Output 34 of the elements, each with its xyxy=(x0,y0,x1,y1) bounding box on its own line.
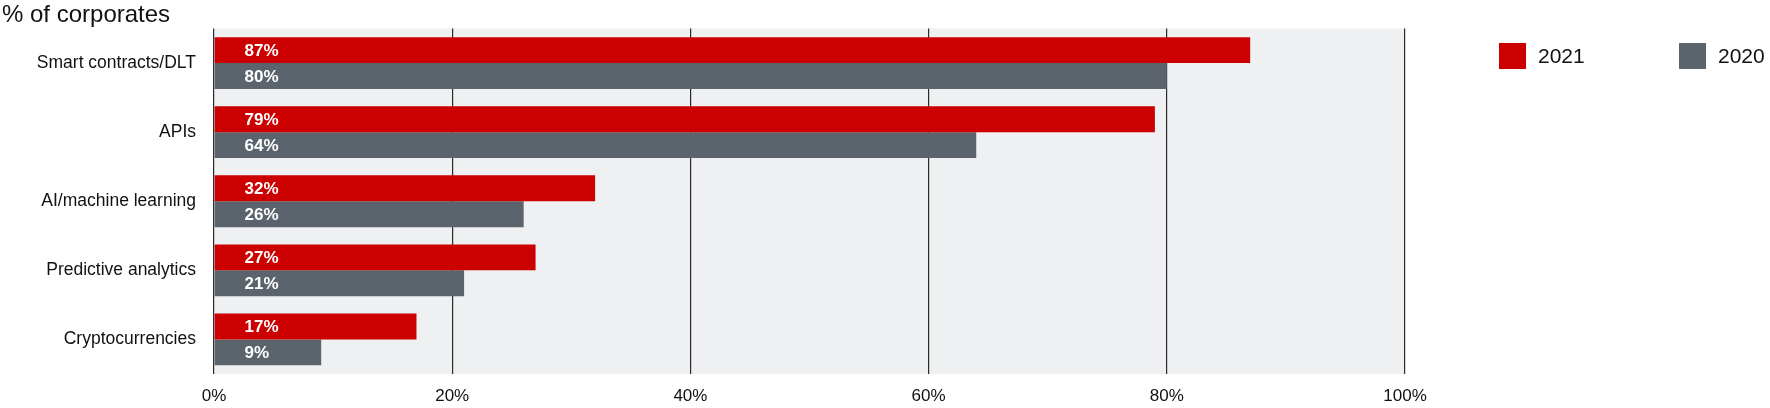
data-label: 32% xyxy=(244,178,279,198)
bar xyxy=(214,270,465,297)
bar xyxy=(214,244,536,271)
y-tick-label: APIs xyxy=(159,120,197,141)
data-label: 27% xyxy=(244,248,279,268)
bar xyxy=(214,63,1167,89)
bar xyxy=(214,339,322,366)
bar xyxy=(214,201,524,228)
y-tick-label: Predictive analytics xyxy=(46,259,197,280)
x-tick-label: 100% xyxy=(1383,385,1427,405)
y-tick-label: Smart contracts/DLT xyxy=(36,51,197,72)
x-tick-label: 20% xyxy=(435,385,470,405)
data-label: 87% xyxy=(244,40,279,60)
legend-label: 2020 xyxy=(1718,43,1765,68)
legend-label: 2021 xyxy=(1538,43,1585,68)
y-tick-label: Cryptocurrencies xyxy=(63,328,197,349)
data-label: 79% xyxy=(244,109,279,129)
bar xyxy=(214,132,977,159)
bar xyxy=(214,37,1251,64)
bar xyxy=(214,106,1155,133)
data-label: 21% xyxy=(244,273,279,293)
bar xyxy=(214,175,596,202)
data-label: 9% xyxy=(244,343,270,363)
bar xyxy=(214,313,417,340)
data-label: 64% xyxy=(244,135,279,155)
data-label: 26% xyxy=(244,204,279,224)
y-tick-label: AI/machine learning xyxy=(41,190,196,211)
x-tick-label: 80% xyxy=(1149,385,1184,405)
chart-title: % of corporates xyxy=(2,0,171,27)
data-label: 17% xyxy=(244,317,279,337)
x-tick-label: 60% xyxy=(911,385,946,405)
data-label: 80% xyxy=(244,66,279,86)
x-tick-label: 0% xyxy=(201,385,227,405)
x-tick-label: 40% xyxy=(673,385,708,405)
